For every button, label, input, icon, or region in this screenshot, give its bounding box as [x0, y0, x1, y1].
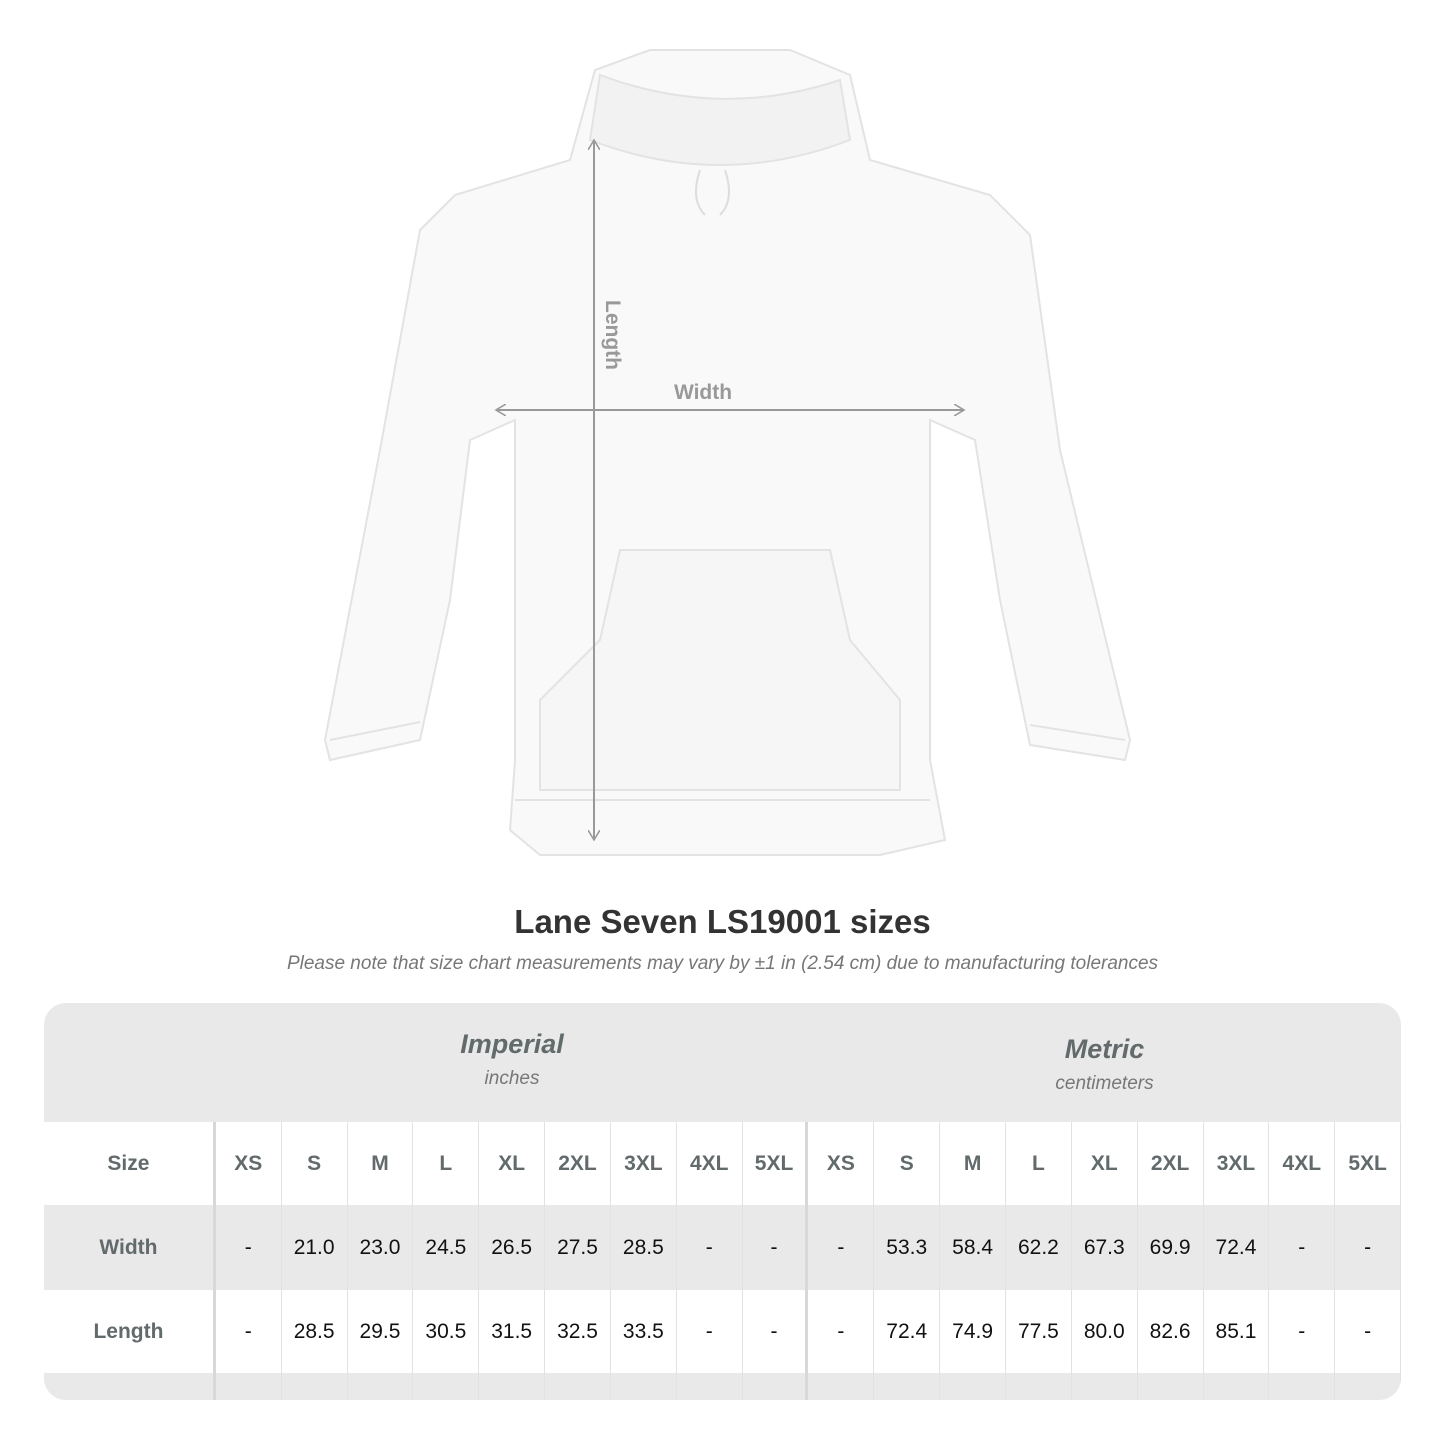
table-cell: -: [677, 1290, 743, 1373]
table-cell: -: [1269, 1290, 1336, 1373]
table-cell: 5XL: [1335, 1122, 1401, 1205]
table-cell: -: [1335, 1290, 1401, 1373]
table-cell: M: [348, 1122, 414, 1205]
tolerance-note: Please note that size chart measurements…: [286, 953, 1159, 974]
table-cell: S: [874, 1122, 941, 1205]
table-cell: 80.0: [1072, 1290, 1138, 1373]
table-cell: 2XL: [545, 1122, 611, 1205]
table-cell: M: [940, 1122, 1006, 1205]
table-cell: 58.4: [940, 1205, 1006, 1290]
table-cell: 29.5: [348, 1290, 414, 1373]
table-cell: -: [743, 1205, 809, 1290]
table-cell: 3XL: [1204, 1122, 1270, 1205]
table-cell: 72.4: [874, 1290, 941, 1373]
table-row: Length -28.5 29.5 30.5 31.5 32.5 33.5- - -72.4 74…: [44, 1290, 1401, 1373]
table-cell: [1269, 1373, 1336, 1400]
table-cell: [940, 1373, 1006, 1400]
table-cell: 4XL: [1269, 1122, 1336, 1205]
table-cell: [611, 1373, 677, 1400]
table-cell: 77.5: [1006, 1290, 1072, 1373]
table-cell: [743, 1373, 809, 1400]
table-cell: S: [282, 1122, 348, 1205]
size-table: Imperial inches Metric centimeters Size X…: [44, 1003, 1401, 1400]
table-cell: 32.5: [545, 1290, 611, 1373]
table-cell: 67.3: [1072, 1205, 1138, 1290]
table-row-empty: [44, 1373, 1401, 1400]
table-cell: [1138, 1373, 1204, 1400]
metric-unit: centimeters: [1055, 1073, 1154, 1094]
length-label: Length: [601, 300, 624, 370]
hoodie-illustration: [323, 49, 1132, 856]
table-cell: -: [743, 1290, 809, 1373]
table-cell: [1072, 1373, 1138, 1400]
table-cell: 62.2: [1006, 1205, 1072, 1290]
table-cell: XS: [216, 1122, 282, 1205]
table-cell: [1006, 1373, 1072, 1400]
table-cell: 4XL: [677, 1122, 743, 1205]
table-cell: 30.5: [413, 1290, 480, 1373]
table-cell: 23.0: [348, 1205, 414, 1290]
table-cell: 5XL: [743, 1122, 809, 1205]
table-cell: XS: [808, 1122, 875, 1205]
table-cell: 33.5: [611, 1290, 677, 1373]
table-cell: 31.5: [479, 1290, 546, 1373]
table-cell: [216, 1373, 282, 1400]
table-cell: -: [216, 1205, 282, 1290]
table-cell: -: [1335, 1205, 1401, 1290]
table-cell: [1204, 1373, 1270, 1400]
table-cell: 85.1: [1204, 1290, 1270, 1373]
table-cell: 82.6: [1138, 1290, 1204, 1373]
table-cell: L: [413, 1122, 480, 1205]
row-label: Length: [44, 1290, 216, 1373]
table-cell: 2XL: [1138, 1122, 1204, 1205]
imperial-unit: inches: [484, 1068, 540, 1089]
table-cell: 28.5: [611, 1205, 677, 1290]
hoodie-diagram: Length Width: [323, 49, 1132, 856]
table-cell: [282, 1373, 348, 1400]
table-cell: 53.3: [874, 1205, 941, 1290]
table-cell: [545, 1373, 611, 1400]
table-cell: XL: [479, 1122, 546, 1205]
table-cell: 21.0: [282, 1205, 348, 1290]
table-row: Width -21.0 23.0 24.5 26.5 27.5 28.5- - -53.3 58.…: [44, 1205, 1401, 1290]
table-cell: [1335, 1373, 1401, 1400]
table-cell: 3XL: [611, 1122, 677, 1205]
row-label: Width: [44, 1205, 216, 1290]
row-label: [44, 1373, 216, 1400]
imperial-label: Imperial: [460, 1029, 564, 1059]
table-cell: [413, 1373, 480, 1400]
table-cell: XL: [1072, 1122, 1138, 1205]
table-cell: [808, 1373, 875, 1400]
metric-header: Metric centimeters: [808, 1008, 1401, 1127]
table-cell: -: [808, 1290, 875, 1373]
table-cell: 26.5: [479, 1205, 546, 1290]
table-cell: 72.4: [1204, 1205, 1270, 1290]
table-cell: 24.5: [413, 1205, 480, 1290]
imperial-header: Imperial inches: [216, 1003, 808, 1122]
row-label: Size: [44, 1122, 216, 1205]
table-cell: -: [216, 1290, 282, 1373]
table-cell: L: [1006, 1122, 1072, 1205]
table-cell: 27.5: [545, 1205, 611, 1290]
table-cell: -: [677, 1205, 743, 1290]
table-cell: [348, 1373, 414, 1400]
table-cell: 69.9: [1138, 1205, 1204, 1290]
table-cell: [677, 1373, 743, 1400]
metric-label: Metric: [1064, 1034, 1145, 1064]
table-cell: -: [1269, 1205, 1336, 1290]
table-cell: 74.9: [940, 1290, 1006, 1373]
page-title: Lane Seven LS19001 sizes: [514, 903, 931, 940]
table-cell: -: [808, 1205, 875, 1290]
table-cell: 28.5: [282, 1290, 348, 1373]
size-header-row: Size XS S M L XL 2XL 3XL 4XL 5XL XS S M L XL 2XL 3XL 4XL 5…: [44, 1122, 1401, 1205]
width-label: Width: [674, 381, 732, 404]
table-cell: [874, 1373, 941, 1400]
table-cell: [479, 1373, 546, 1400]
